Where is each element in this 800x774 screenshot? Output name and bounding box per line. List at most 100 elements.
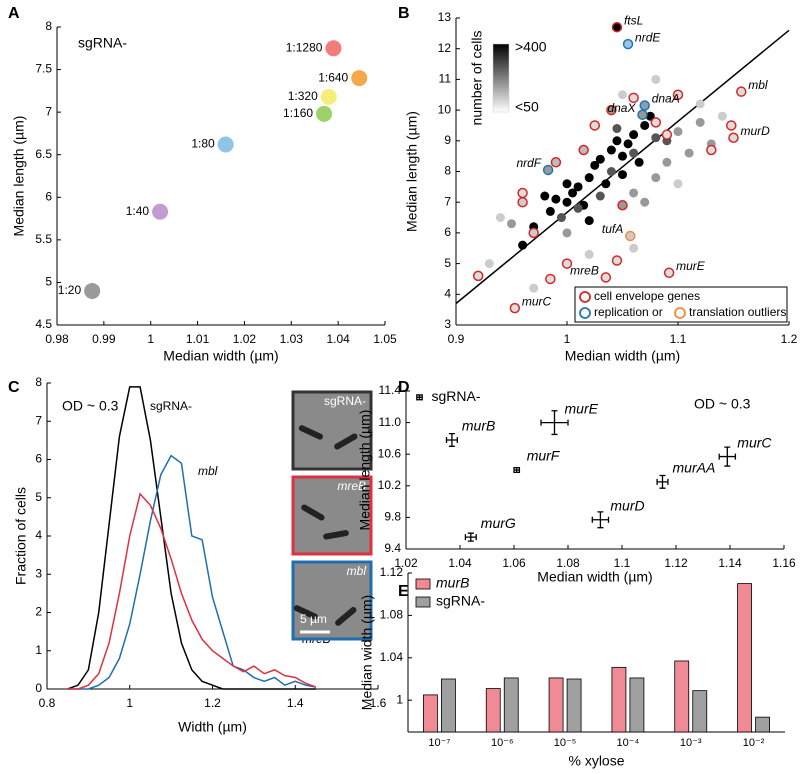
point (629, 188, 639, 198)
point-label: 1:80 (191, 137, 215, 151)
y-tick-label: 6.5 (35, 147, 52, 161)
point (651, 173, 661, 183)
panel-label: A (8, 5, 20, 22)
point (601, 179, 611, 189)
point (651, 74, 661, 84)
scale-bar-label: 5 µm (300, 612, 327, 626)
point (561, 258, 573, 269)
point (650, 117, 662, 128)
point-label: murD (610, 497, 644, 513)
y-error-bar (724, 446, 731, 467)
point (568, 188, 578, 198)
point (672, 89, 684, 100)
point-label: nrdE (635, 30, 661, 44)
point (589, 120, 600, 131)
point-label: tufA (602, 222, 623, 236)
point-label: nrdF (516, 156, 541, 170)
cell (293, 605, 318, 620)
cell (298, 425, 323, 440)
y-error-bar (513, 466, 520, 474)
series-label: mbl (198, 464, 218, 478)
x-tick-label: 10⁻⁷ (428, 737, 450, 749)
x-axis-label: Median width (µm) (537, 569, 652, 585)
y-tick-label: 9.4 (384, 541, 401, 555)
point (625, 230, 636, 242)
point (590, 160, 600, 170)
point (728, 132, 739, 143)
point (320, 88, 337, 105)
point-label: murB (462, 418, 495, 434)
point (472, 270, 484, 282)
y-tick-label: 6 (444, 225, 451, 239)
x-axis-label: Median width (µm) (565, 348, 680, 364)
point (736, 86, 747, 97)
point (562, 197, 572, 207)
x-axis-label: Median width (µm) (163, 348, 278, 364)
point-label: murC (522, 294, 552, 308)
y-tick-label: 1.12 (380, 565, 404, 579)
series-line (67, 454, 317, 690)
annotation: OD ~ 0.3 (694, 396, 751, 412)
colorbar-title: number of cells (469, 31, 485, 126)
point-label: murF (527, 448, 561, 464)
point-label: sgRNA- (432, 388, 481, 404)
x-tick-label: 1.1 (670, 332, 687, 346)
x-tick-label: 1.06 (502, 556, 526, 570)
point (623, 139, 633, 149)
x-tick-label: 1.1 (614, 556, 631, 570)
bar (485, 688, 501, 733)
point (584, 216, 594, 226)
point-label: ftsL (624, 13, 643, 27)
inset-label: mreB (337, 479, 366, 493)
point (661, 129, 673, 140)
y-tick-label: 12 (438, 41, 452, 55)
x-tick-label: 1.12 (664, 556, 688, 570)
x-tick-label: 1.05 (373, 332, 397, 346)
x-tick-label: 1.02 (394, 556, 418, 570)
point (663, 267, 675, 279)
point (622, 38, 634, 50)
y-tick-label: 7 (35, 413, 42, 427)
y-tick-label: 6 (35, 452, 42, 466)
y-tick-label: 7 (444, 194, 451, 208)
legend-label: translation outliers (689, 305, 786, 319)
y-tick-label: 8 (444, 164, 451, 178)
x-tick-label: 10⁻⁶ (491, 737, 514, 749)
legend-label: murB (436, 575, 469, 591)
x-tick-label: 10⁻² (743, 737, 765, 749)
inset-label: sgRNA- (324, 394, 366, 408)
y-tick-label: 8 (45, 19, 52, 33)
point (84, 282, 101, 299)
x-tick-label: 1.04 (448, 556, 472, 570)
point (542, 164, 554, 176)
y-error-bar (416, 394, 423, 401)
bar (755, 716, 770, 733)
y-tick-label: 10 (438, 102, 452, 116)
point (540, 191, 550, 201)
cell (301, 504, 325, 521)
point (578, 144, 589, 156)
point-label: murG (481, 515, 516, 531)
y-tick-label: 1.04 (380, 650, 404, 664)
x-tick-label: 1.04 (326, 332, 350, 346)
colorbar (492, 43, 510, 113)
point (726, 120, 737, 131)
point (573, 182, 583, 192)
y-error-bar (597, 511, 604, 529)
point-label: 1:20 (58, 283, 82, 297)
point (316, 105, 333, 122)
y-tick-label: 11.0 (379, 415, 402, 429)
legend-swatch (415, 578, 431, 590)
y-tick-label: 10.6 (378, 446, 402, 460)
point (325, 40, 342, 57)
x-tick-label: 1.6 (370, 696, 387, 710)
point-label: murD (741, 124, 771, 138)
point (545, 273, 556, 285)
bar (692, 690, 708, 733)
point (640, 120, 650, 130)
bar (629, 677, 645, 733)
series-line (67, 386, 316, 690)
bar (441, 678, 456, 733)
point (629, 130, 639, 140)
bar (611, 666, 627, 733)
